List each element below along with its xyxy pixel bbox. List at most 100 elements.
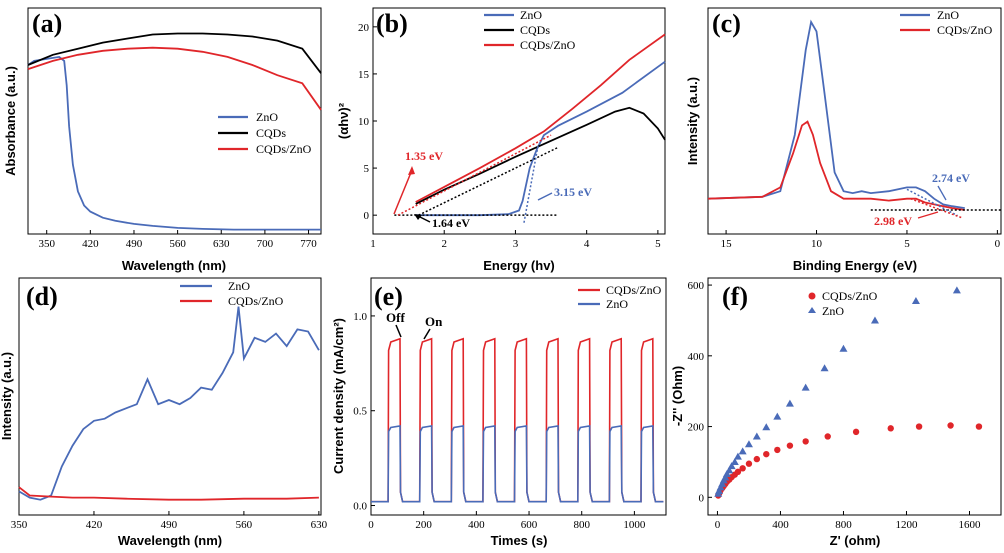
legend-f-cqds-zno: CQDs/ZnO <box>822 289 878 303</box>
panel-c: 15 10 5 0 (c) Binding Energy (eV) Intensity… <box>685 7 1002 273</box>
y-tick-label: 0.0 <box>353 501 367 513</box>
legend-e-cqds-zno: CQDs/ZnO <box>606 283 662 297</box>
series-zno <box>415 60 666 217</box>
panel-b-label: (b) <box>376 9 408 38</box>
arrow-2-98ev <box>917 211 939 219</box>
point-zno <box>725 466 734 474</box>
legend-b-zno: ZnO <box>520 8 542 22</box>
panel-c-ylabel: Intensity (a.u.) <box>685 77 700 165</box>
panel-e-legend: CQDs/ZnO ZnO <box>578 283 662 311</box>
point-cqds-zno <box>763 450 770 458</box>
x-tick-label: 4 <box>584 238 590 250</box>
x-tick-label: 3 <box>513 238 519 250</box>
point-zno <box>727 462 736 470</box>
arrow-on <box>423 328 431 340</box>
y-tick-label: 15 <box>358 69 370 81</box>
panel-d-label: (d) <box>26 282 58 311</box>
point-zno <box>721 473 730 481</box>
panel-b-ylabel: (αhν)² <box>336 102 351 139</box>
annotation-3-15ev: 3.15 eV <box>554 185 592 199</box>
y-tick-label: 10 <box>358 116 370 128</box>
x-tick-label: 10 <box>811 238 823 250</box>
legend-c-cqds-zno: CQDs/ZnO <box>937 23 993 37</box>
point-zno <box>870 316 879 324</box>
annotation-off: Off <box>386 310 405 325</box>
y-tick-label: 1.0 <box>353 311 367 323</box>
panel-c-label: (c) <box>712 9 741 38</box>
panel-b-plot <box>394 33 666 223</box>
x-tick-label: 5 <box>904 238 910 250</box>
x-tick-label: 490 <box>126 238 143 250</box>
series-cqds <box>27 32 322 74</box>
x-tick-label: 560 <box>169 238 186 250</box>
point-zno <box>952 286 961 294</box>
x-tick-label: 350 <box>11 519 28 531</box>
series-zno <box>707 19 965 209</box>
panel-f-yticks: 0 200 400 600 <box>688 280 712 504</box>
x-tick-label: 0 <box>368 519 374 531</box>
panel-f-legend: CQDs/ZnO ZnO <box>808 289 878 318</box>
point-zno <box>773 412 782 420</box>
x-tick-label: 630 <box>311 519 328 531</box>
point-zno <box>911 296 920 304</box>
point-zno <box>733 452 742 460</box>
panel-d-plot <box>18 306 320 501</box>
x-tick-label: 490 <box>161 519 178 531</box>
y-tick-label: 0 <box>364 210 370 222</box>
point-cqds-zno <box>739 465 746 472</box>
panel-a-xticks: 350 420 490 560 630 700 770 <box>38 230 317 250</box>
panel-a-plot <box>27 32 322 231</box>
annotation-1-35ev: 1.35 eV <box>405 149 443 163</box>
panel-f-xlabel: Z' (ohm) <box>830 533 881 548</box>
point-zno <box>730 457 739 465</box>
x-tick-label: 5 <box>655 238 661 250</box>
panel-a-xlabel: Wavelength (nm) <box>122 258 226 273</box>
panel-e-plot <box>371 337 664 503</box>
series-zno <box>371 424 664 503</box>
panel-c-xlabel: Binding Energy (eV) <box>793 258 917 273</box>
panel-f-xticks: 0 400 800 1200 1600 <box>715 511 981 531</box>
series-cqds-zno <box>415 33 666 203</box>
point-cqds-zno <box>947 422 954 429</box>
point-cqds-zno <box>915 423 923 430</box>
panel-a-ylabel: Absorbance (a.u.) <box>3 66 18 176</box>
arrow-3-15ev <box>537 192 553 201</box>
point-cqds-zno <box>852 428 860 436</box>
legend-c-zno: ZnO <box>937 8 959 22</box>
legend-b-cqds-zno: CQDs/ZnO <box>520 38 576 52</box>
point-zno <box>716 483 725 491</box>
fit-cqds-zno <box>910 198 962 219</box>
panel-d: 350 420 490 560 630 (d) Wavelength (nm) Inte… <box>0 277 328 548</box>
panel-f-frame <box>707 277 1002 516</box>
annotation-1-64ev: 1.64 eV <box>432 216 470 230</box>
x-tick-label: 770 <box>300 238 317 250</box>
point-cqds-zno <box>734 468 742 476</box>
legend-a-cqds-zno: CQDs/ZnO <box>256 142 312 156</box>
point-cqds-zno <box>802 438 809 445</box>
x-tick-label: 600 <box>521 519 538 531</box>
x-tick-label: 0 <box>715 519 721 531</box>
panel-a-label: (a) <box>32 9 62 38</box>
panel-c-legend: ZnO CQDs/ZnO <box>900 8 993 37</box>
fit-cqds-zno <box>397 134 552 216</box>
point-cqds-zno <box>745 460 753 467</box>
panel-c-xticks: 15 10 5 0 <box>721 230 1001 250</box>
x-tick-label: 2 <box>441 238 447 250</box>
panel-e-xlabel: Times (s) <box>491 533 548 548</box>
x-tick-label: 420 <box>82 238 99 250</box>
point-zno <box>785 399 794 407</box>
panel-d-xlabel: Wavelength (nm) <box>118 533 222 548</box>
panel-d-legend: ZnO CQDs/ZnO <box>180 279 284 308</box>
panel-a-frame <box>27 7 322 235</box>
x-tick-label: 1200 <box>895 519 918 531</box>
series-cqds <box>415 106 666 205</box>
series-zno <box>18 306 320 501</box>
y-tick-label: 20 <box>358 22 370 34</box>
point-zno <box>738 447 747 455</box>
point-zno <box>801 383 810 391</box>
point-zno <box>839 344 848 352</box>
x-tick-label: 420 <box>86 519 103 531</box>
y-tick-label: 600 <box>688 280 705 292</box>
